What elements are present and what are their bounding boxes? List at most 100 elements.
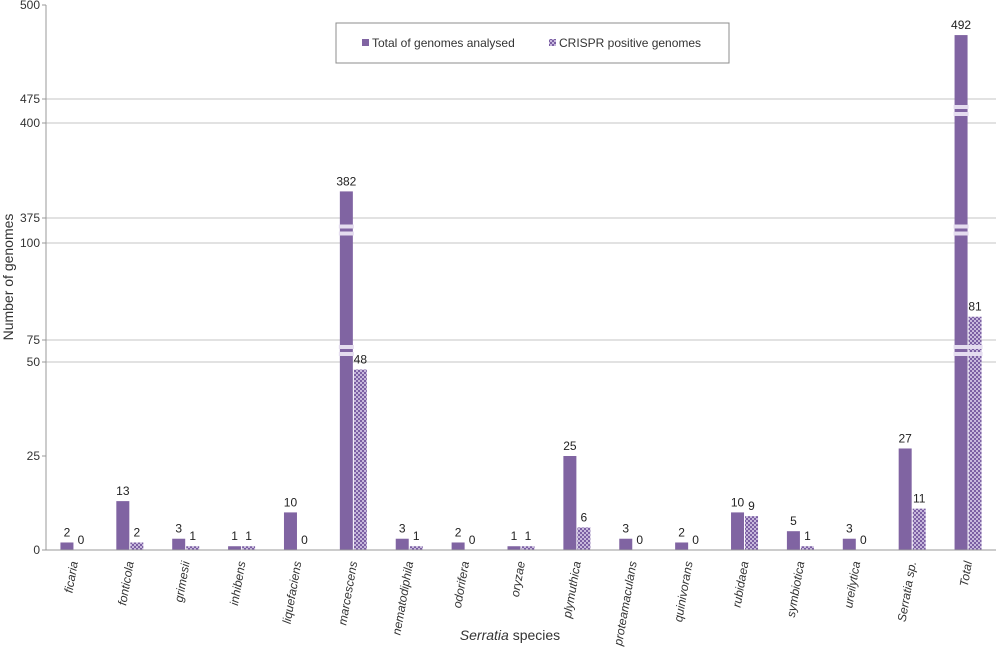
x-tick-label: nematodiphila (389, 560, 416, 636)
x-tick-label: proteamaculans (611, 560, 640, 648)
y-tick-label: 375 (20, 211, 40, 225)
bar-crispr-positive (409, 546, 423, 550)
bar-total-genomes (172, 538, 186, 550)
bar-total-genomes (954, 35, 968, 550)
bar-break-band (338, 231, 354, 236)
x-axis-title: Serratia species (460, 627, 560, 643)
y-tick-label: 0 (33, 543, 40, 557)
data-label-total: 10 (284, 495, 298, 509)
bar-crispr-positive (800, 546, 814, 550)
bar-total-genomes (675, 542, 689, 550)
bar-total-genomes (60, 542, 74, 550)
y-axis-title: Number of genomes (0, 214, 16, 341)
x-tick-label: Serratia sp. (895, 560, 919, 623)
bar-break-band (953, 352, 969, 356)
data-label-total: 13 (116, 484, 130, 498)
x-tick-label: Total (957, 560, 975, 588)
x-tick-label: grimesii (172, 560, 193, 603)
x-tick-label: ficaria (62, 560, 81, 594)
x-tick-label: symbiotica (784, 560, 808, 619)
legend-label-total: Total of genomes analysed (372, 36, 515, 50)
y-tick-label: 400 (20, 116, 40, 130)
data-label-total: 5 (790, 514, 797, 528)
data-label-total: 25 (563, 439, 577, 453)
y-tick-label: 50 (27, 355, 41, 369)
legend-label-crispr: CRISPR positive genomes (559, 36, 701, 50)
bars (60, 35, 982, 550)
data-label-crispr: 11 (913, 492, 926, 506)
bar-break-band (967, 345, 983, 349)
x-tick-label: quinivorans (671, 560, 695, 623)
bar-break-band (338, 352, 354, 356)
x-tick-label: marcescens (335, 560, 360, 626)
x-tick-label: odorifera (450, 560, 472, 609)
bar-crispr-positive (521, 546, 535, 550)
bar-total-genomes (283, 512, 297, 550)
y-tick-label: 75 (27, 333, 41, 347)
x-tick-label: liquefaciens (280, 560, 305, 625)
x-tick-label: fonticola (115, 560, 137, 607)
data-label-total: 3 (399, 522, 406, 536)
bar-crispr-positive (912, 508, 926, 550)
bar-break-band (338, 224, 354, 229)
x-tick-label: plymuthica (560, 560, 584, 620)
x-tick-label: rubidaea (730, 560, 752, 609)
data-label-crispr: 0 (860, 533, 867, 547)
bar-break-band (953, 231, 969, 236)
bar-crispr-positive (186, 546, 200, 550)
data-label-total: 1 (511, 529, 518, 543)
bar-total-genomes (395, 538, 409, 550)
data-label-total: 1 (231, 529, 238, 543)
x-axis-title-genus: Serratia (460, 627, 509, 643)
data-label-crispr: 2 (133, 525, 140, 539)
legend-swatch-crispr (549, 39, 556, 46)
data-label-crispr: 1 (189, 529, 196, 543)
data-label-crispr: 0 (692, 533, 699, 547)
x-tick-label: inhibens (227, 560, 249, 606)
bar-total-genomes (731, 512, 745, 550)
bar-total-genomes (898, 448, 912, 550)
bar-crispr-positive (577, 527, 591, 550)
bar-total-genomes (228, 546, 242, 550)
y-tick-label: 500 (20, 0, 40, 12)
data-label-total: 2 (64, 525, 71, 539)
bar-total-genomes (786, 531, 800, 550)
data-label-crispr: 0 (636, 533, 643, 547)
bar-crispr-positive (968, 316, 982, 550)
bar-break-band (953, 105, 969, 109)
bar-total-genomes (116, 501, 130, 550)
data-label-total: 3 (622, 522, 629, 536)
y-tick-label: 100 (20, 236, 40, 250)
y-tick-label: 475 (20, 92, 40, 106)
bar-crispr-positive (745, 516, 759, 550)
data-label-crispr: 9 (748, 499, 755, 513)
bar-total-genomes (339, 191, 353, 550)
bar-break-band (953, 345, 969, 349)
legend-swatch-total (362, 39, 369, 46)
bar-total-genomes (619, 538, 633, 550)
bar-total-genomes (563, 456, 577, 550)
data-label-crispr: 1 (804, 529, 811, 543)
data-label-total: 3 (846, 522, 853, 536)
data-label-total: 2 (678, 525, 685, 539)
legend: Total of genomes analysed CRISPR positiv… (335, 22, 730, 64)
data-label-crispr: 1 (413, 529, 420, 543)
bar-total-genomes (842, 538, 856, 550)
bar-break-band (338, 345, 354, 349)
y-tick-label: 25 (27, 449, 41, 463)
data-label-crispr: 0 (78, 533, 85, 547)
bar-crispr-positive (353, 369, 367, 550)
data-label-total: 2 (455, 525, 462, 539)
legend-box (335, 22, 730, 64)
y-axis-ticks: 0 25 50 75 100 375 400 475 500 (20, 0, 46, 557)
x-tick-label: ureilytica (841, 560, 863, 609)
data-label-crispr: 0 (301, 533, 308, 547)
data-label-crispr: 6 (581, 510, 588, 524)
data-label-total: 382 (336, 174, 356, 188)
data-label-total: 3 (175, 522, 182, 536)
data-label-total: 27 (898, 431, 912, 445)
data-label-crispr: 48 (354, 353, 368, 367)
bar-crispr-positive (242, 546, 256, 550)
bar-break-band (953, 224, 969, 229)
